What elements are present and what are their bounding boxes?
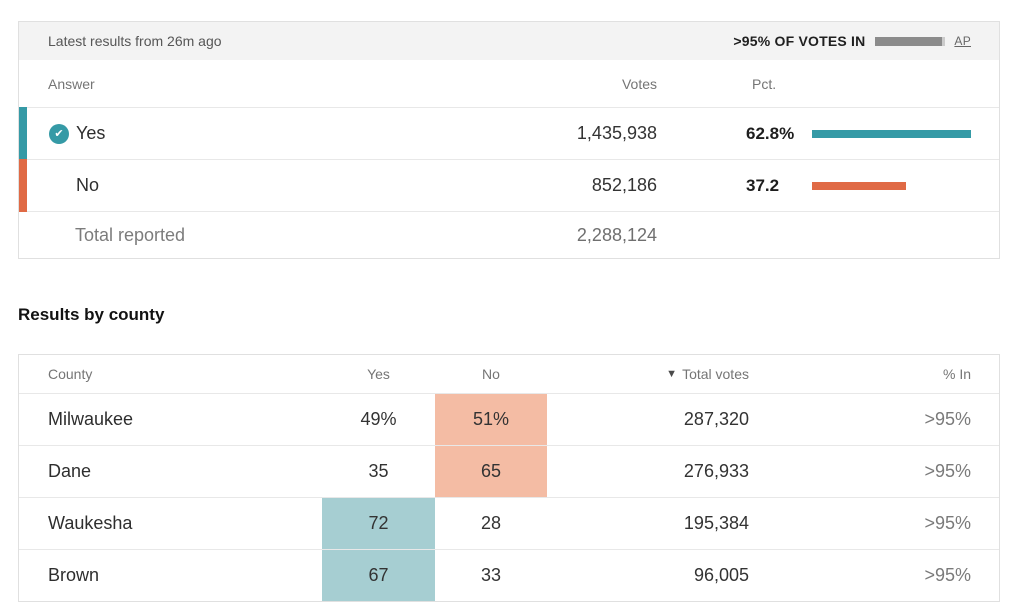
answer-row: ✔ Yes 1,435,938 62.8% — [19, 107, 999, 160]
total-reported-votes: 2,288,124 — [576, 224, 657, 245]
county-name: Milwaukee — [48, 409, 134, 429]
county-yes-pct: 72 — [322, 498, 435, 549]
pct-value: 37.2 — [746, 175, 780, 195]
pct-bar-track — [812, 181, 971, 190]
total-reported-row: Total reported 2,288,124 — [19, 211, 999, 258]
sort-descending-icon: ▼ — [666, 368, 678, 380]
county-row: Brown 67 33 96,005 >95% — [19, 549, 999, 601]
answer-label: No — [76, 175, 100, 195]
pct-bar-track — [812, 129, 971, 138]
votes-in-progress-bar — [875, 36, 946, 46]
county-table-header: County Yes No ▼ Total votes % In — [19, 355, 999, 393]
county-section-title: Results by county — [18, 305, 165, 324]
county-row: Milwaukee 49% 51% 287,320 >95% — [19, 393, 999, 445]
answer-column-header: Answer — [48, 75, 95, 92]
county-total-votes: 195,384 — [683, 513, 749, 533]
votes-in-label: >95% OF VOTES IN — [733, 33, 866, 49]
pct-bar — [812, 181, 907, 190]
county-no-pct: 28 — [480, 513, 502, 533]
county-total-votes: 96,005 — [693, 565, 749, 585]
county-yes-pct: 49% — [360, 409, 397, 429]
summary-rows: ✔ Yes 1,435,938 62.8% No 852,186 37.2 — [19, 107, 999, 212]
pct-bar — [812, 129, 971, 138]
total-votes-column-header[interactable]: ▼ Total votes — [547, 366, 749, 382]
pct-value: 62.8% — [746, 123, 795, 143]
statewide-results-card: Latest results from 26m ago >95% OF VOTE… — [18, 21, 1000, 259]
votes-value: 852,186 — [591, 175, 657, 195]
votes-column-header: Votes — [621, 75, 657, 92]
votes-in-progress-fill — [875, 36, 942, 46]
county-column-header[interactable]: County — [48, 366, 93, 382]
county-name: Dane — [48, 461, 92, 481]
county-total-votes: 287,320 — [683, 409, 749, 429]
answer-color-stripe — [19, 159, 27, 212]
last-updated-text: Latest results from 26m ago — [48, 33, 222, 49]
county-no-pct: 65 — [435, 446, 547, 497]
county-row: Dane 35 65 276,933 >95% — [19, 445, 999, 497]
county-no-pct: 33 — [480, 565, 502, 585]
pct-in-column-header[interactable]: % In — [942, 366, 971, 382]
county-yes-pct: 35 — [368, 461, 389, 481]
yes-column-header[interactable]: Yes — [367, 366, 390, 382]
answer-row: No 852,186 37.2 — [19, 159, 999, 212]
answer-color-stripe — [19, 107, 27, 160]
county-name: Waukesha — [48, 513, 133, 533]
county-pct-in: >95% — [924, 565, 971, 585]
update-bar: Latest results from 26m ago >95% OF VOTE… — [19, 22, 999, 60]
county-name: Brown — [48, 565, 100, 585]
county-no-pct: 51% — [435, 394, 547, 445]
county-pct-in: >95% — [924, 461, 971, 481]
county-pct-in: >95% — [924, 409, 971, 429]
votes-in-indicator: >95% OF VOTES IN AP — [733, 33, 971, 49]
county-rows: Milwaukee 49% 51% 287,320 >95% Dane 35 6… — [19, 393, 999, 601]
summary-table-header: Answer Votes Pct. — [19, 60, 999, 107]
total-votes-column-label: Total votes — [682, 366, 749, 382]
county-total-votes: 276,933 — [683, 461, 749, 481]
county-pct-in: >95% — [924, 513, 971, 533]
ap-source-link[interactable]: AP — [954, 34, 971, 48]
county-row: Waukesha 72 28 195,384 >95% — [19, 497, 999, 549]
winner-check-icon: ✔ — [49, 123, 69, 144]
total-reported-label: Total reported — [75, 224, 186, 245]
no-column-header[interactable]: No — [482, 366, 500, 382]
answer-label: Yes — [76, 123, 106, 143]
county-results-card: County Yes No ▼ Total votes % In Milwauk… — [18, 354, 1000, 602]
county-yes-pct: 67 — [322, 550, 435, 601]
votes-value: 1,435,938 — [576, 123, 657, 143]
pct-column-header: Pct. — [752, 75, 777, 92]
